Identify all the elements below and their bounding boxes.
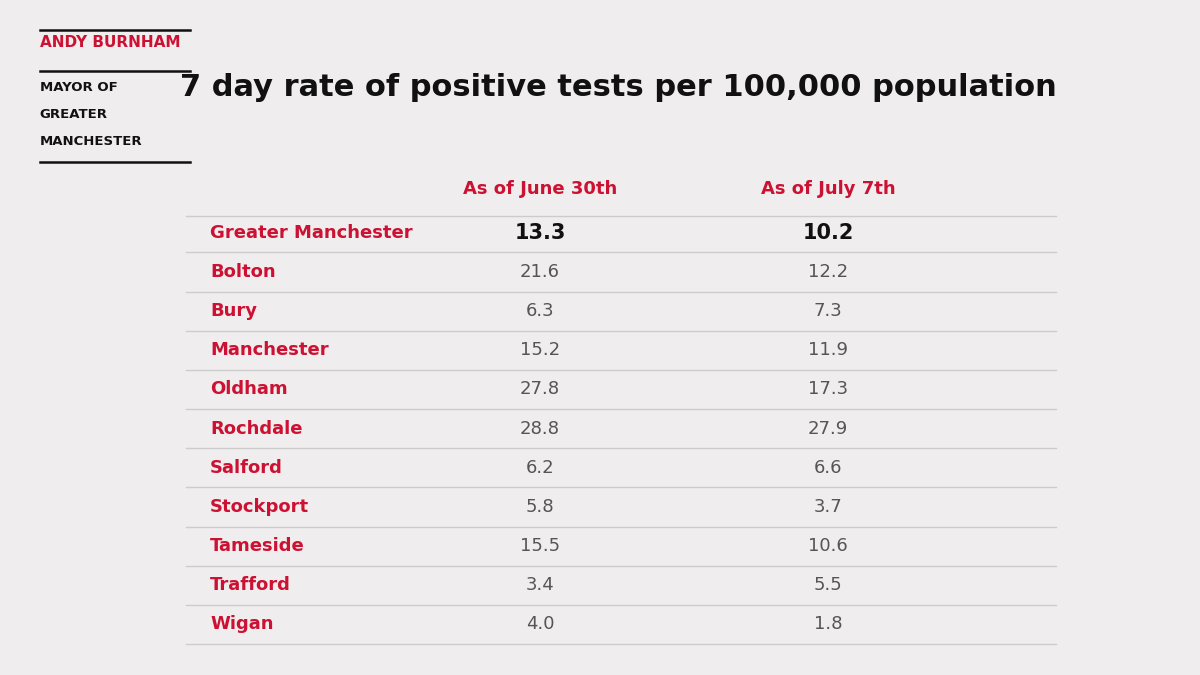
Text: 17.3: 17.3 — [808, 381, 848, 398]
Text: 28.8: 28.8 — [520, 420, 560, 437]
Text: As of July 7th: As of July 7th — [761, 180, 895, 198]
Text: Stockport: Stockport — [210, 498, 310, 516]
Text: Trafford: Trafford — [210, 576, 290, 594]
Text: Oldham: Oldham — [210, 381, 288, 398]
Text: MAYOR OF: MAYOR OF — [40, 81, 118, 94]
Text: 3.4: 3.4 — [526, 576, 554, 594]
Text: MANCHESTER: MANCHESTER — [40, 135, 143, 148]
Text: 13.3: 13.3 — [515, 223, 565, 243]
Text: 12.2: 12.2 — [808, 263, 848, 281]
Text: 6.2: 6.2 — [526, 459, 554, 477]
Text: 27.8: 27.8 — [520, 381, 560, 398]
Text: 15.5: 15.5 — [520, 537, 560, 555]
Text: ANDY BURNHAM: ANDY BURNHAM — [40, 35, 180, 50]
Text: Rochdale: Rochdale — [210, 420, 302, 437]
Text: 11.9: 11.9 — [808, 342, 848, 359]
Text: 5.5: 5.5 — [814, 576, 842, 594]
Text: 7.3: 7.3 — [814, 302, 842, 320]
Text: 15.2: 15.2 — [520, 342, 560, 359]
Text: 21.6: 21.6 — [520, 263, 560, 281]
Text: As of June 30th: As of June 30th — [463, 180, 617, 198]
Text: Greater Manchester: Greater Manchester — [210, 224, 413, 242]
Text: 4.0: 4.0 — [526, 616, 554, 633]
Text: Manchester: Manchester — [210, 342, 329, 359]
Text: Tameside: Tameside — [210, 537, 305, 555]
Text: Salford: Salford — [210, 459, 283, 477]
Text: 1.8: 1.8 — [814, 616, 842, 633]
Text: 5.8: 5.8 — [526, 498, 554, 516]
Text: Bolton: Bolton — [210, 263, 276, 281]
Text: Bury: Bury — [210, 302, 257, 320]
Text: GREATER: GREATER — [40, 108, 108, 121]
Text: 10.6: 10.6 — [808, 537, 848, 555]
Text: 7 day rate of positive tests per 100,000 population: 7 day rate of positive tests per 100,000… — [180, 74, 1056, 102]
Text: 3.7: 3.7 — [814, 498, 842, 516]
Text: 27.9: 27.9 — [808, 420, 848, 437]
Text: 6.6: 6.6 — [814, 459, 842, 477]
Text: Wigan: Wigan — [210, 616, 274, 633]
Text: 6.3: 6.3 — [526, 302, 554, 320]
Text: 10.2: 10.2 — [803, 223, 853, 243]
